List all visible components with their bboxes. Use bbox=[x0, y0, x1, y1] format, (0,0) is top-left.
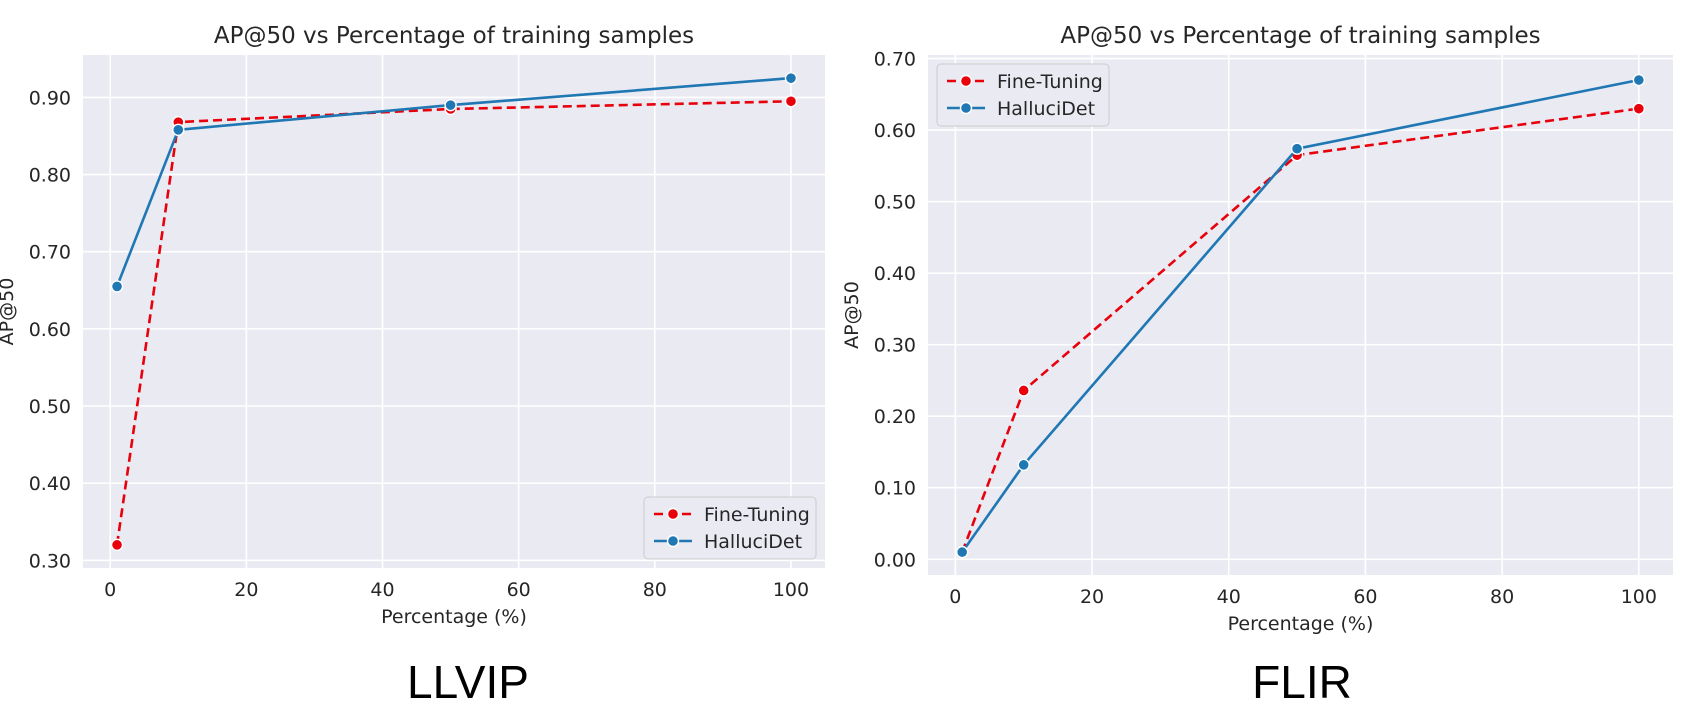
y-tick-label: 0.60 bbox=[874, 120, 916, 142]
y-tick-label: 0.70 bbox=[874, 49, 916, 71]
y-tick-label: 0.40 bbox=[29, 473, 71, 495]
legend-marker bbox=[666, 534, 680, 548]
y-tick-label: 0.10 bbox=[874, 478, 916, 500]
series-line-fine-tuning bbox=[115, 100, 792, 546]
x-tick-label: 20 bbox=[1080, 586, 1104, 608]
data-point bbox=[110, 280, 124, 293]
series-line-hallucidet bbox=[961, 78, 1640, 553]
data-point bbox=[955, 545, 969, 559]
series-line-hallucidet bbox=[115, 76, 792, 287]
data-point bbox=[1632, 102, 1646, 115]
y-tick-label: 0.20 bbox=[874, 406, 916, 428]
x-tick-label: 80 bbox=[1490, 586, 1514, 608]
data-point bbox=[444, 98, 457, 112]
legend-label: HalluciDet bbox=[704, 531, 802, 553]
y-tick-label: 0.50 bbox=[29, 396, 71, 418]
caption-llvip: LLVIP bbox=[407, 656, 529, 708]
legend-marker bbox=[959, 101, 973, 115]
y-tick-label: 0.00 bbox=[874, 549, 916, 571]
x-tick-label: 0 bbox=[949, 586, 961, 608]
series-line-fine-tuning bbox=[960, 107, 1639, 553]
legend-label: Fine-Tuning bbox=[704, 504, 810, 526]
x-tick-label: 40 bbox=[370, 579, 394, 601]
plot-area bbox=[83, 55, 825, 568]
chart-1: 0 20 40 60 80 100 0.00 0.10 0.20 0.30 0.40 0.50 0.60… bbox=[841, 23, 1673, 635]
legend: Fine-Tuning HalluciDet bbox=[936, 63, 1110, 127]
y-tick-label: 0.40 bbox=[874, 263, 916, 285]
y-tick-label: 0.70 bbox=[29, 242, 71, 264]
data-point bbox=[1017, 458, 1030, 472]
x-tick-label: 20 bbox=[234, 579, 258, 601]
y-tick-label: 0.80 bbox=[29, 165, 71, 187]
x-tick-label: 40 bbox=[1217, 586, 1241, 608]
y-axis-label: AP@50 bbox=[841, 281, 863, 349]
legend-marker bbox=[666, 507, 680, 521]
x-axis-label: Percentage (%) bbox=[381, 606, 527, 628]
x-tick-label: 80 bbox=[643, 579, 667, 601]
data-point bbox=[1017, 384, 1030, 397]
chart-title: AP@50 vs Percentage of training samples bbox=[1060, 23, 1540, 49]
x-axis-label: Percentage (%) bbox=[1228, 613, 1374, 635]
x-tick-label: 60 bbox=[507, 579, 531, 601]
data-point bbox=[784, 71, 798, 85]
y-tick-label: 0.90 bbox=[29, 87, 71, 109]
legend-box bbox=[643, 496, 817, 560]
data-point bbox=[110, 538, 124, 552]
data-point bbox=[1290, 142, 1304, 155]
y-tick-label: 0.30 bbox=[29, 550, 71, 572]
x-tick-label: 100 bbox=[773, 579, 809, 601]
legend: Fine-Tuning HalluciDet bbox=[643, 496, 817, 560]
y-axis-label: AP@50 bbox=[0, 278, 18, 346]
legend-label: Fine-Tuning bbox=[997, 71, 1103, 93]
y-tick-label: 0.30 bbox=[874, 335, 916, 357]
y-tick-label: 0.50 bbox=[874, 192, 916, 214]
x-tick-label: 0 bbox=[104, 579, 116, 601]
data-point bbox=[784, 95, 798, 108]
x-tick-label: 60 bbox=[1353, 586, 1377, 608]
legend-marker bbox=[959, 74, 973, 88]
data-point bbox=[1632, 73, 1646, 87]
plot-area bbox=[928, 55, 1673, 575]
caption-flir: FLIR bbox=[1252, 656, 1352, 708]
x-tick-label: 100 bbox=[1621, 586, 1657, 608]
y-tick-label: 0.60 bbox=[29, 319, 71, 341]
chart-title: AP@50 vs Percentage of training samples bbox=[214, 23, 694, 49]
data-point bbox=[172, 123, 185, 137]
legend-label: HalluciDet bbox=[997, 98, 1095, 120]
legend-box bbox=[936, 63, 1110, 127]
chart-0: 0 20 40 60 80 100 0.30 0.40 0.50 0.60 0.70 0.80 0.90… bbox=[0, 23, 825, 628]
